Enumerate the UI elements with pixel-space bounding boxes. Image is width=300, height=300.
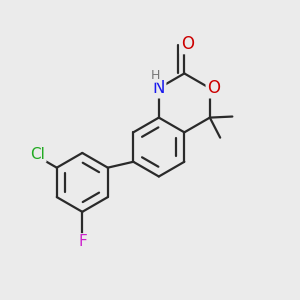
Text: O: O	[207, 79, 220, 97]
Text: O: O	[181, 35, 194, 53]
Text: H: H	[151, 69, 160, 82]
Text: N: N	[153, 79, 165, 97]
Text: Cl: Cl	[30, 147, 45, 162]
Text: F: F	[79, 234, 87, 249]
